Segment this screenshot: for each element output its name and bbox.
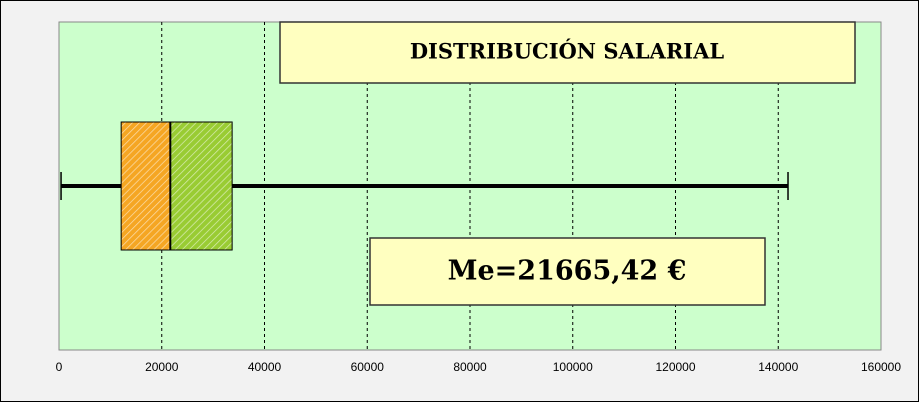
x-tick-label: 0 [56, 360, 63, 374]
x-tick-label: 140000 [758, 360, 798, 374]
title-box [279, 21, 856, 84]
x-tick-label: 100000 [553, 360, 593, 374]
chart-title: DISTRIBUCIÓN SALARIAL [410, 39, 725, 64]
x-tick-label: 20000 [145, 360, 179, 374]
x-tick-label: 160000 [861, 360, 901, 374]
annotation: Me=21665,42 € [448, 256, 687, 287]
annotation-box [369, 237, 766, 306]
x-tick-label: 120000 [655, 360, 695, 374]
x-tick-label: 80000 [453, 360, 487, 374]
x-tick-label: 40000 [248, 360, 282, 374]
x-tick-label: 60000 [351, 360, 385, 374]
box-lower [120, 121, 171, 251]
box-upper [169, 121, 233, 251]
